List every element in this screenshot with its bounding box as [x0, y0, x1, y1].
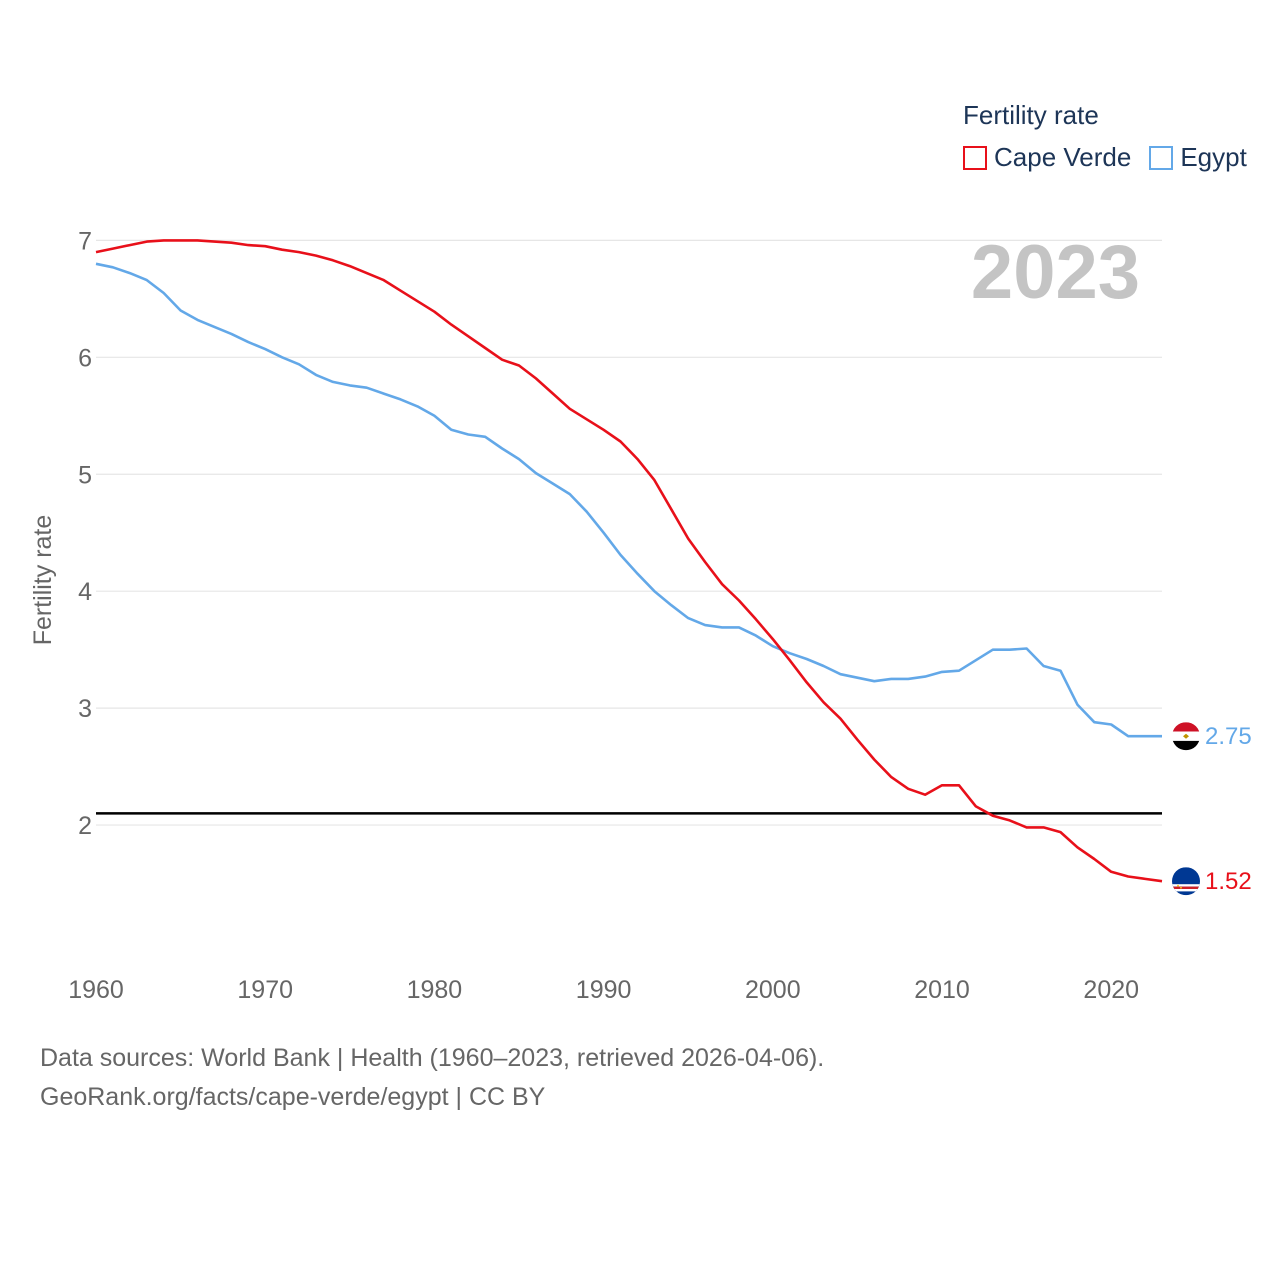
x-tick-label: 2020 [1083, 976, 1139, 1004]
series-layer [95, 239, 1163, 883]
y-tick-label: 5 [78, 461, 92, 489]
egypt-swatch [1149, 145, 1174, 170]
legend-title: Fertility rate [963, 100, 1099, 130]
y-tick-label: 6 [78, 344, 92, 372]
x-tick-label: 1980 [407, 976, 463, 1004]
y-axis-ticks: 2 3 4 5 6 7 [78, 227, 92, 840]
legend-label-cape-verde: Cape Verde [994, 142, 1132, 172]
legend-item-cape-verde[interactable]: Cape Verde [963, 142, 1131, 173]
attribution-link[interactable]: GeoRank.org/facts/cape-verde/egypt | CC … [40, 1083, 546, 1111]
egypt-end-value: 2.75 [1205, 723, 1252, 750]
cape-verde-swatch [963, 145, 987, 170]
year-watermark: 2023 [971, 230, 1140, 315]
y-tick-label: 3 [78, 695, 92, 723]
grid-lines [96, 239, 1162, 826]
x-tick-label: 1960 [68, 976, 124, 1004]
y-tick-label: 2 [78, 812, 92, 840]
x-tick-label: 1970 [237, 976, 293, 1004]
end-markers: 2.75 1.52 [1172, 722, 1252, 896]
series-line-egypt [95, 262, 1162, 738]
legend-label-egypt: Egypt [1180, 142, 1247, 172]
legend-item-egypt[interactable]: Egypt [1149, 142, 1247, 173]
egypt-flag-icon [1172, 722, 1200, 751]
y-tick-label: 7 [78, 227, 92, 255]
legend: Cape Verde Egypt [963, 142, 1265, 173]
data-source-note: Data sources: World Bank | Health (1960–… [40, 1044, 825, 1072]
cape-verde-end-value: 1.52 [1205, 868, 1252, 895]
y-tick-label: 4 [78, 578, 92, 606]
cape-verde-flag-icon [1172, 867, 1200, 896]
y-axis-label: Fertility rate [29, 515, 57, 646]
x-tick-label: 1990 [576, 976, 632, 1004]
x-tick-label: 2010 [914, 976, 970, 1004]
series-line-cape-verde [95, 239, 1163, 883]
x-axis-ticks: 1960 1970 1980 1990 2000 2010 2020 [68, 976, 1139, 1004]
x-tick-label: 2000 [745, 976, 801, 1004]
